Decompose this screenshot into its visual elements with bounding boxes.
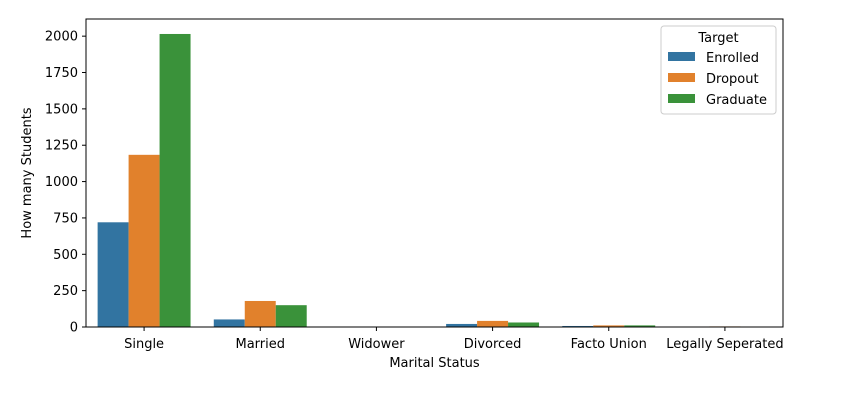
bars-group (97, 33, 772, 328)
y-tick-label: 750 (53, 211, 78, 226)
y-tick-label: 1750 (45, 66, 78, 81)
legend-label-enrolled: Enrolled (706, 51, 759, 66)
bar-graduate-married (275, 305, 307, 327)
bar-graduate-facto-union (624, 325, 656, 327)
legend-label-graduate: Graduate (706, 93, 767, 108)
legend-swatch-dropout (668, 73, 695, 82)
x-axis-ticks: Single Married Widower Divorced Facto Union L… (124, 327, 784, 352)
bar-dropout-facto-union (593, 325, 625, 327)
plot-frame (85, 18, 784, 328)
y-tick-label: 1000 (45, 175, 78, 190)
y-axis-label: How many Students (20, 107, 35, 238)
y-tick-label: 1500 (45, 102, 78, 117)
y-tick-label: 250 (53, 284, 78, 299)
bar-enrolled-facto-union (562, 325, 594, 327)
x-tick-label: Divorced (464, 337, 522, 352)
bar-graduate-single (159, 33, 191, 328)
x-tick-label: Married (235, 337, 285, 352)
bar-dropout-divorced (477, 320, 509, 327)
y-tick-label: 2000 (45, 30, 78, 45)
x-axis-label: Marital Status (389, 356, 480, 371)
bar-enrolled-divorced (446, 323, 478, 327)
x-tick-label: Legally Seperated (666, 337, 783, 352)
legend-swatch-graduate (668, 94, 695, 103)
x-tick-label: Single (124, 337, 164, 352)
x-tick-label: Widower (348, 337, 405, 352)
y-axis-ticks: 0 250 500 750 1000 1250 1500 1750 2000 (45, 30, 86, 336)
legend-label-dropout: Dropout (706, 72, 759, 87)
bar-enrolled-married (213, 319, 245, 327)
legend: Target Enrolled Dropout Graduate (660, 25, 777, 115)
bar-enrolled-single (97, 222, 129, 327)
legend-title: Target (697, 31, 738, 46)
y-tick-label: 500 (53, 248, 78, 263)
bar-graduate-divorced (508, 322, 540, 327)
y-tick-label: 0 (70, 321, 78, 336)
legend-swatch-enrolled (668, 52, 695, 61)
legend-box (660, 25, 777, 115)
legend-items: Enrolled Dropout Graduate (668, 51, 767, 108)
y-tick-label: 1250 (45, 139, 78, 154)
x-tick-label: Facto Union (571, 337, 647, 352)
bar-dropout-married (244, 300, 276, 327)
bar-dropout-single (128, 154, 160, 327)
